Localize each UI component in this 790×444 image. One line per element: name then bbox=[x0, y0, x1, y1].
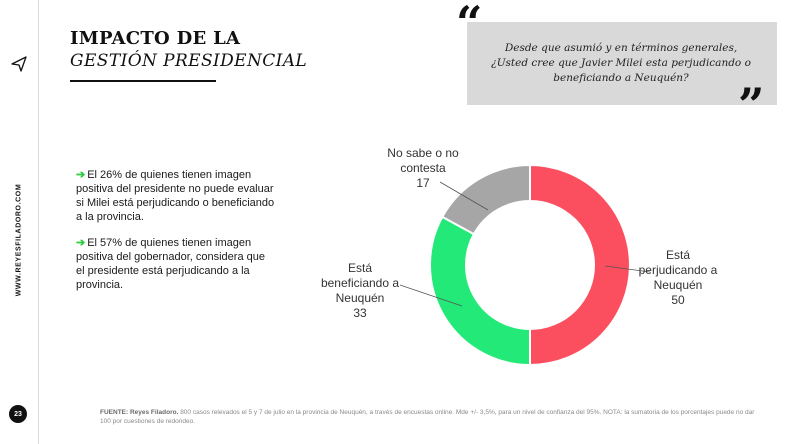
leader-line-beneficiando bbox=[399, 284, 463, 307]
data-label-value: 17 bbox=[416, 176, 430, 190]
leader-line-no-sabe bbox=[439, 181, 489, 211]
source-label: FUENTE: Reyes Filadoro. bbox=[100, 409, 179, 416]
arrow-right-icon: ➔ bbox=[76, 237, 86, 249]
data-label-value: 33 bbox=[353, 306, 367, 320]
open-quote-mark: “ bbox=[456, 0, 483, 50]
close-quote-mark: ” bbox=[738, 78, 765, 132]
data-label-name: Está perjudicando a Neuquén bbox=[638, 248, 718, 292]
slice-beneficiando bbox=[429, 215, 531, 367]
slice-perjudicando bbox=[529, 163, 631, 367]
paper-plane-icon bbox=[11, 56, 27, 72]
arrow-right-icon: ➔ bbox=[76, 169, 86, 181]
question-box bbox=[467, 22, 777, 105]
data-label-perjudicando: Está perjudicando a Neuquén 50 bbox=[608, 248, 748, 308]
leader-line-perjudicando bbox=[604, 265, 651, 273]
source-footnote: FUENTE: Reyes Filadoro. 800 casos releva… bbox=[100, 408, 760, 426]
title-underline bbox=[70, 80, 216, 82]
insight-bullet: ➔ El 57% de quienes tienen imagen positiv… bbox=[76, 236, 276, 292]
page-number: 23 bbox=[9, 405, 27, 423]
question-text: Desde que asumió y en términos generales… bbox=[491, 42, 751, 84]
data-label-beneficiando: Está beneficiando a Neuquén 33 bbox=[305, 261, 415, 321]
source-text: 800 casos relevados el 5 y 7 de julio en… bbox=[100, 409, 755, 425]
page-subtitle: GESTIÓN PRESIDENCIAL bbox=[70, 51, 308, 71]
insight-text: El 26% de quienes tienen imagen positiva… bbox=[76, 169, 275, 223]
rail-divider bbox=[38, 0, 39, 444]
insight-text: El 57% de quienes tienen imagen positiva… bbox=[76, 237, 265, 291]
data-label-value: 50 bbox=[671, 293, 685, 307]
data-label-no-sabe: No sabe o no contesta 17 bbox=[368, 146, 478, 191]
data-label-name: No sabe o no contesta bbox=[387, 146, 459, 175]
slice-no-sabe bbox=[441, 163, 531, 236]
insight-bullet: ➔ El 26% de quienes tienen imagen positiv… bbox=[76, 168, 276, 224]
sidebar-rail: WWW.REYESFILADORO.COM 23 bbox=[0, 0, 38, 444]
page-title: IMPACTO DE LA bbox=[70, 28, 241, 49]
data-label-name: Está beneficiando a Neuquén bbox=[320, 261, 400, 305]
